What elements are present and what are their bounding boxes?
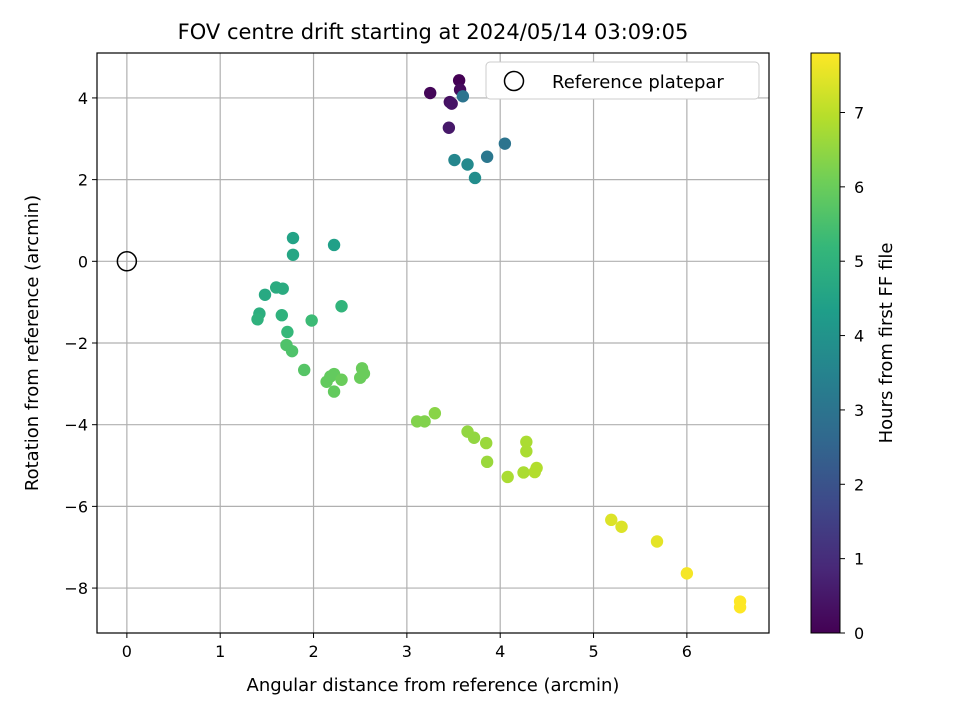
data-point xyxy=(480,436,493,450)
y-tick-label: 2 xyxy=(78,171,88,190)
data-point xyxy=(452,74,466,87)
x-tick-label: 3 xyxy=(402,642,412,661)
data-point xyxy=(680,567,694,580)
data-point xyxy=(251,313,264,326)
data-point xyxy=(733,601,747,614)
x-axis-ticks: 0 1 2 3 4 5 6 xyxy=(122,633,692,661)
colorbar-tick-label: 0 xyxy=(854,624,864,643)
colorbar-label: Hours from first FF file xyxy=(876,243,897,444)
data-points xyxy=(251,74,747,614)
y-tick-label: −4 xyxy=(64,416,88,435)
x-tick-label: 0 xyxy=(122,642,132,661)
colorbar-tick-label: 7 xyxy=(854,103,864,122)
chart-title: FOV centre drift starting at 2024/05/14 … xyxy=(178,20,689,44)
data-point xyxy=(286,231,300,245)
data-point xyxy=(445,97,458,110)
data-point xyxy=(258,288,272,302)
y-tick-label: −2 xyxy=(64,334,88,353)
y-tick-label: −6 xyxy=(64,497,88,516)
reference-marker-layer xyxy=(116,251,138,272)
data-point xyxy=(442,121,456,134)
x-tick-label: 4 xyxy=(495,642,505,661)
data-point xyxy=(418,415,431,428)
data-point xyxy=(530,461,543,475)
data-point xyxy=(448,153,461,167)
legend-box xyxy=(485,61,760,100)
y-tick-label: −8 xyxy=(64,579,88,598)
data-point xyxy=(335,373,348,386)
data-point xyxy=(650,535,664,548)
data-point xyxy=(335,300,348,313)
data-point xyxy=(276,282,289,295)
x-tick-label: 2 xyxy=(308,642,318,661)
colorbar-tick-label: 6 xyxy=(854,178,864,197)
data-point xyxy=(517,466,530,479)
data-point xyxy=(501,470,514,484)
data-point xyxy=(480,455,494,469)
x-tick-label: 5 xyxy=(588,642,598,661)
data-point xyxy=(327,385,341,398)
colorbar-ticks: 0 1 2 3 4 5 6 7 xyxy=(840,103,864,643)
data-point xyxy=(468,171,482,185)
colorbar-tick-label: 1 xyxy=(854,550,864,569)
y-tick-label: 4 xyxy=(78,89,88,108)
data-point xyxy=(428,407,442,420)
data-point xyxy=(305,314,318,327)
y-axis-label: Rotation from reference (arcmin) xyxy=(22,195,43,491)
legend: Reference platepar xyxy=(485,61,760,100)
data-point xyxy=(275,309,288,322)
data-point xyxy=(480,150,494,163)
y-axis-ticks: −8 −6 −4 −2 0 2 4 xyxy=(64,89,97,598)
data-point xyxy=(461,158,474,171)
data-point xyxy=(615,520,628,534)
colorbar-frame xyxy=(810,52,841,634)
grid xyxy=(97,53,769,633)
data-point xyxy=(327,238,341,252)
y-tick-label: 0 xyxy=(78,252,88,271)
data-point xyxy=(424,86,437,100)
legend-label: Reference platepar xyxy=(552,72,724,93)
x-axis-label: Angular distance from reference (arcmin) xyxy=(247,675,620,696)
data-point xyxy=(605,513,618,527)
legend-reference-marker xyxy=(503,70,525,92)
colorbar-tick-label: 5 xyxy=(854,252,864,271)
data-point xyxy=(520,435,533,449)
colorbar-tick-label: 2 xyxy=(854,475,864,494)
data-point xyxy=(467,431,481,444)
data-point xyxy=(357,367,371,380)
x-tick-label: 6 xyxy=(682,642,692,661)
data-point xyxy=(298,363,311,377)
data-point xyxy=(286,248,300,261)
data-point xyxy=(520,445,533,458)
data-point xyxy=(456,90,470,103)
colorbar-fill xyxy=(811,53,840,633)
x-tick-label: 1 xyxy=(215,642,225,661)
reference-point-marker xyxy=(116,251,138,272)
data-point xyxy=(498,137,512,150)
colorbar-tick-label: 3 xyxy=(854,401,864,420)
colorbar: 0 1 2 3 4 5 6 7 Hours from first FF file xyxy=(810,52,897,643)
colorbar-tick-label: 4 xyxy=(854,327,864,346)
data-point xyxy=(285,344,299,358)
data-point xyxy=(281,325,294,339)
